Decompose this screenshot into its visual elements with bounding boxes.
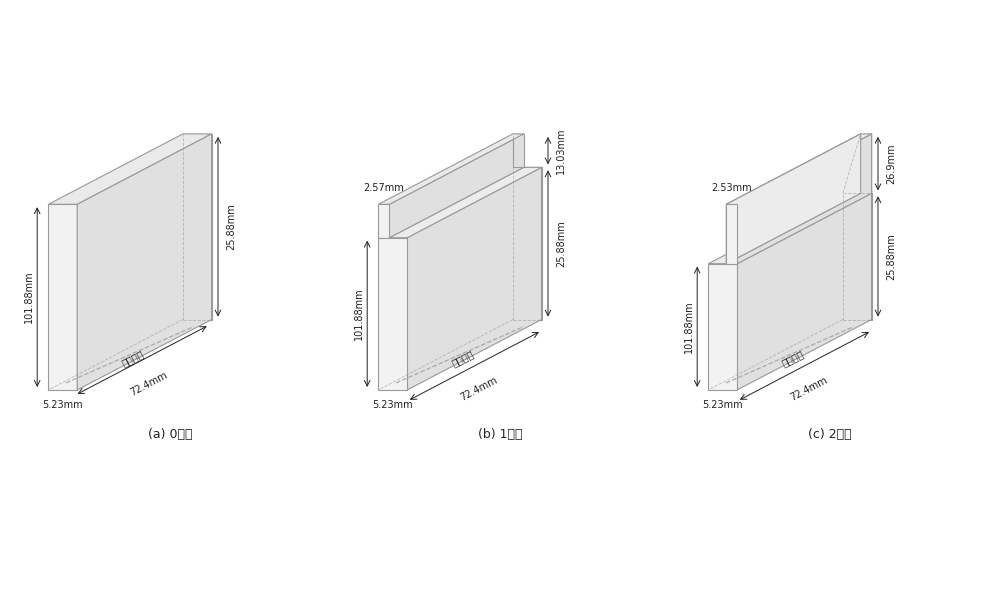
Text: 夹持区域: 夹持区域: [780, 348, 806, 368]
Text: 72.4mm: 72.4mm: [789, 376, 830, 403]
Text: 101.88mm: 101.88mm: [684, 301, 694, 353]
Polygon shape: [389, 167, 542, 238]
Polygon shape: [726, 134, 872, 204]
Polygon shape: [389, 134, 524, 238]
Text: 25.88mm: 25.88mm: [556, 220, 566, 267]
Polygon shape: [407, 167, 542, 390]
Polygon shape: [737, 134, 872, 264]
Polygon shape: [183, 134, 212, 319]
Text: 5.23mm: 5.23mm: [702, 400, 743, 410]
Text: 101.88mm: 101.88mm: [354, 288, 364, 340]
Polygon shape: [378, 134, 524, 204]
Text: 101.88mm: 101.88mm: [24, 271, 34, 323]
Polygon shape: [737, 193, 872, 390]
Text: 72.4mm: 72.4mm: [459, 376, 500, 403]
Polygon shape: [378, 238, 407, 390]
Text: 13.03mm: 13.03mm: [556, 128, 566, 174]
Polygon shape: [726, 134, 872, 319]
Polygon shape: [708, 193, 861, 264]
Text: 25.88mm: 25.88mm: [226, 203, 236, 250]
Text: (b) 1阶段: (b) 1阶段: [478, 428, 522, 441]
Polygon shape: [378, 204, 389, 238]
Polygon shape: [726, 204, 737, 264]
Polygon shape: [726, 134, 861, 264]
Text: 25.88mm: 25.88mm: [886, 233, 896, 280]
Polygon shape: [48, 204, 77, 390]
Polygon shape: [513, 167, 542, 319]
Polygon shape: [843, 193, 872, 319]
Text: 夹持区域: 夹持区域: [450, 348, 476, 368]
Text: (a) 0阶段: (a) 0阶段: [148, 428, 192, 441]
Text: 夹持区域: 夹持区域: [120, 348, 146, 368]
Polygon shape: [48, 134, 212, 204]
Text: 26.9mm: 26.9mm: [886, 143, 896, 184]
Text: 5.23mm: 5.23mm: [372, 400, 413, 410]
Text: 2.57mm: 2.57mm: [363, 183, 404, 193]
Polygon shape: [708, 264, 737, 390]
Text: 5.23mm: 5.23mm: [42, 400, 83, 410]
Polygon shape: [77, 134, 212, 390]
Polygon shape: [513, 134, 524, 167]
Text: 2.53mm: 2.53mm: [711, 183, 752, 193]
Text: (c) 2阶段: (c) 2阶段: [808, 428, 852, 441]
Text: 72.4mm: 72.4mm: [128, 370, 169, 397]
